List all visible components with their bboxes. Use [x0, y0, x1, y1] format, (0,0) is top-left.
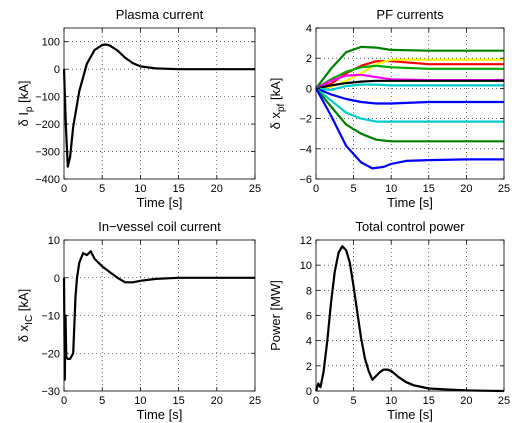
x-axis-label: Time [s]: [137, 195, 183, 210]
x-tick-label: 20: [460, 183, 472, 195]
y-axis-label: δ Ip [kA]: [16, 80, 35, 126]
series-line: [315, 83, 504, 92]
y-axis-label: Power [MW]: [268, 280, 283, 351]
series-line: [315, 87, 504, 123]
series-line: [315, 64, 504, 90]
chart-panel: 0 5 10 15 20 25 −30 −20 −10 0 10 In−vessel coil cur…: [16, 219, 261, 422]
x-tick-label: 20: [211, 183, 223, 195]
y-tick-label: −300: [35, 147, 60, 159]
y-tick-label: 12: [300, 235, 312, 247]
x-axis-label: Time [s]: [137, 407, 183, 422]
x-tick-label: 25: [498, 395, 510, 407]
x-tick-label: 25: [249, 395, 261, 407]
series-line: [314, 245, 505, 393]
x-tick-label: 0: [61, 183, 67, 195]
chart-panel: 0 5 10 15 20 25 0 2 4 6 8 10 12 Total control power Ti…: [268, 219, 510, 422]
y-tick-label: −30: [41, 386, 60, 398]
series-line: [315, 79, 504, 90]
y-tick-label: −20: [41, 348, 60, 360]
x-tick-label: 15: [172, 395, 184, 407]
plot-area: [64, 28, 255, 179]
x-tick-label: 5: [351, 395, 357, 407]
y-tick-label: 4: [306, 336, 312, 348]
y-tick-label: 100: [42, 37, 60, 49]
y-tick-label: 0: [306, 386, 312, 398]
y-tick-label: 10: [300, 260, 312, 272]
y-tick-label: 4: [306, 23, 312, 35]
x-tick-label: 15: [423, 183, 435, 195]
series-line: [315, 87, 504, 170]
y-tick-label: 0: [54, 64, 60, 76]
y-tick-label: 2: [306, 361, 312, 373]
y-tick-label: 2: [306, 53, 312, 65]
series-line: [315, 45, 504, 90]
x-tick-label: 5: [351, 183, 357, 195]
y-axis-label: δ xIC [kA]: [16, 289, 35, 342]
plot-area: [64, 240, 255, 391]
y-tick-label: −100: [35, 92, 60, 104]
y-tick-label: 0: [54, 273, 60, 285]
x-tick-label: 0: [313, 183, 319, 195]
axes-box: [315, 27, 505, 180]
x-tick-label: 25: [249, 183, 261, 195]
y-tick-label: 6: [306, 311, 312, 323]
x-axis-label: Time [s]: [387, 195, 433, 210]
x-tick-label: 10: [134, 395, 146, 407]
axes-box: [63, 27, 256, 180]
x-tick-label: 5: [99, 183, 105, 195]
series-line: [62, 43, 255, 168]
x-tick-label: 15: [172, 183, 184, 195]
series-line: [315, 87, 504, 105]
x-tick-label: 20: [211, 395, 223, 407]
chart-panel: 0 5 10 15 20 25 −400 −300 −200 −100 0 100 Plasma cur…: [16, 7, 261, 210]
y-axis-label: δ xpf [kA]: [268, 78, 287, 130]
series-line: [315, 60, 504, 90]
series-line: [62, 250, 255, 381]
y-tick-label: −10: [41, 311, 60, 323]
x-tick-label: 20: [460, 395, 472, 407]
x-tick-label: 10: [385, 183, 397, 195]
chart-title: Plasma current: [116, 7, 204, 22]
x-tick-label: 15: [423, 395, 435, 407]
x-axis-label: Time [s]: [387, 407, 433, 422]
x-tick-label: 10: [134, 183, 146, 195]
y-tick-label: −400: [35, 174, 60, 186]
chart-panel: 0 5 10 15 20 25 −6 −4 −2 0 2 4 PF currents Time [s] δ …: [268, 7, 510, 210]
x-tick-label: 25: [498, 183, 510, 195]
x-tick-label: 5: [99, 395, 105, 407]
chart-title: Total control power: [355, 219, 465, 234]
x-tick-label: 0: [313, 395, 319, 407]
y-tick-label: 10: [48, 235, 60, 247]
y-tick-label: −4: [299, 144, 312, 156]
y-tick-label: −200: [35, 119, 60, 131]
x-tick-label: 10: [385, 395, 397, 407]
y-tick-label: 0: [306, 83, 312, 95]
y-tick-label: −6: [299, 174, 312, 186]
chart-title: PF currents: [376, 7, 444, 22]
chart-title: In−vessel coil current: [98, 219, 221, 234]
x-tick-label: 0: [61, 395, 67, 407]
y-tick-label: 8: [306, 285, 312, 297]
series-line: [315, 87, 504, 143]
y-tick-label: −2: [299, 114, 312, 126]
